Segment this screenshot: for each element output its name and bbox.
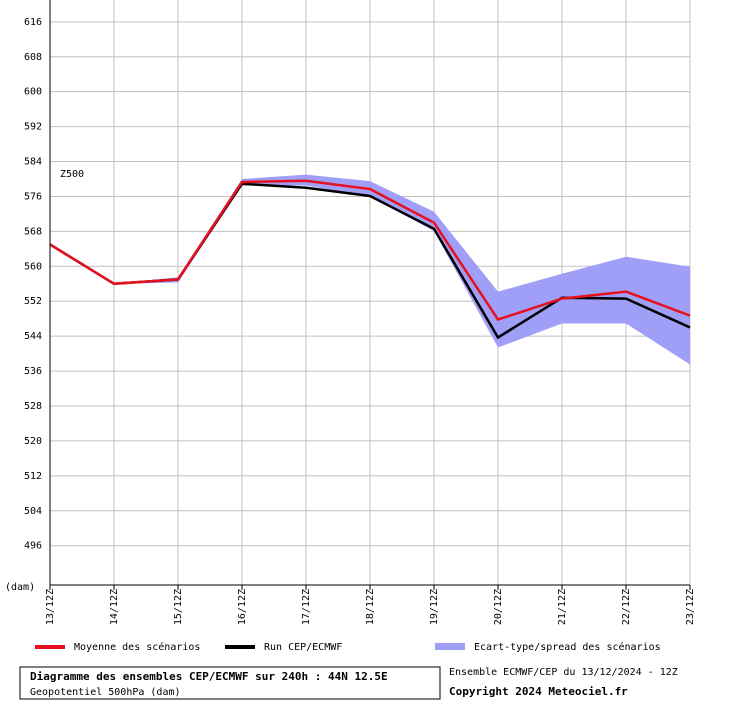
x-tick-label: 19/12Z — [429, 589, 440, 625]
y-tick-label: 544 — [24, 331, 42, 342]
y-tick-label: 608 — [24, 52, 42, 63]
y-tick-label: 496 — [24, 541, 42, 552]
legend-label: Run CEP/ECMWF — [264, 642, 342, 653]
y-tick-label: 560 — [24, 261, 42, 272]
x-tick-label: 14/12Z — [109, 589, 120, 625]
footer-title: Diagramme des ensembles CEP/ECMWF sur 24… — [30, 670, 388, 683]
legend-label: Ecart-type/spread des scénarios — [474, 641, 661, 653]
y-tick-label: 616 — [24, 17, 42, 28]
footer-subtitle: Geopotentiel 500hPa (dam) — [30, 687, 181, 698]
x-tick-label: 13/12Z — [45, 589, 56, 625]
x-tick-label: 22/12Z — [621, 589, 632, 625]
x-tick-label: 18/12Z — [365, 589, 376, 625]
y-tick-label: 504 — [24, 506, 42, 517]
y-tick-label: 568 — [24, 226, 42, 237]
y-tick-label: 600 — [24, 87, 42, 98]
y-tick-label: 520 — [24, 436, 42, 447]
y-tick-label: 592 — [24, 122, 42, 133]
y-tick-label: 512 — [24, 471, 42, 482]
footer-box — [19, 666, 441, 700]
x-tick-label: 17/12Z — [301, 589, 312, 625]
y-tick-label: 528 — [24, 401, 42, 412]
legend-label: Moyenne des scénarios — [74, 641, 200, 653]
y-tick-label: 552 — [24, 296, 42, 307]
y-tick-label: 584 — [24, 157, 42, 168]
x-tick-label: 23/12Z — [685, 589, 696, 625]
y-tick-label: 536 — [24, 366, 42, 377]
plot — [49, 0, 691, 590]
series-line — [49, 179, 691, 322]
footer-copyright: Copyright 2024 Meteociel.fr — [449, 685, 628, 698]
legend-swatch — [435, 643, 465, 650]
footer-run: Ensemble ECMWF/CEP du 13/12/2024 - 12Z — [449, 667, 678, 678]
annotation: Z500 — [60, 169, 84, 180]
x-tick-label: 16/12Z — [237, 589, 248, 625]
x-tick-label: 21/12Z — [557, 589, 568, 625]
y-tick-label: 576 — [24, 191, 42, 202]
y-unit: (dam) — [5, 582, 35, 593]
x-tick-label: 15/12Z — [173, 589, 184, 625]
x-tick-label: 20/12Z — [493, 589, 504, 625]
